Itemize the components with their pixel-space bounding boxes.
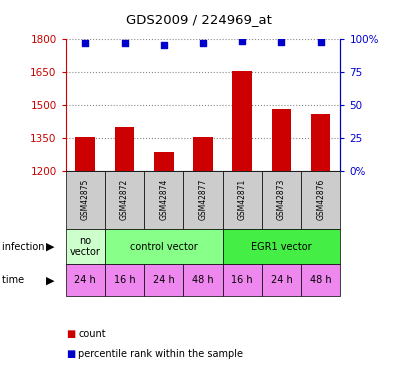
Bar [115, 127, 135, 171]
Text: GSM42871: GSM42871 [238, 179, 247, 220]
Bar [232, 71, 252, 171]
Text: no
vector: no vector [70, 236, 101, 257]
Text: 16 h: 16 h [231, 275, 253, 285]
Text: 24 h: 24 h [74, 275, 96, 285]
Text: 48 h: 48 h [192, 275, 214, 285]
Text: count: count [78, 329, 106, 339]
Text: ▶: ▶ [46, 242, 54, 252]
Text: GSM42877: GSM42877 [199, 179, 207, 220]
Text: 16 h: 16 h [114, 275, 135, 285]
Text: infection: infection [2, 242, 48, 252]
Point [121, 40, 128, 46]
Text: EGR1 vector: EGR1 vector [251, 242, 312, 252]
Point [160, 42, 167, 48]
Text: GSM42876: GSM42876 [316, 179, 325, 220]
Text: 48 h: 48 h [310, 275, 332, 285]
Bar [271, 110, 291, 171]
Point [239, 38, 246, 44]
Bar [193, 137, 213, 171]
Text: GSM42874: GSM42874 [159, 179, 168, 220]
Bar [76, 137, 95, 171]
Text: GSM42875: GSM42875 [81, 179, 90, 220]
Point [278, 39, 285, 45]
Point [318, 39, 324, 45]
Text: 24 h: 24 h [271, 275, 292, 285]
Bar [154, 152, 174, 171]
Text: time: time [2, 275, 27, 285]
Text: control vector: control vector [130, 242, 198, 252]
Text: ▶: ▶ [46, 275, 54, 285]
Text: percentile rank within the sample: percentile rank within the sample [78, 350, 244, 359]
Text: GSM42872: GSM42872 [120, 179, 129, 220]
Point [82, 40, 88, 46]
Text: 24 h: 24 h [153, 275, 175, 285]
Text: ■: ■ [66, 329, 75, 339]
Point [200, 40, 206, 46]
Text: GSM42873: GSM42873 [277, 179, 286, 220]
Text: ■: ■ [66, 350, 75, 359]
Text: GDS2009 / 224969_at: GDS2009 / 224969_at [126, 13, 272, 26]
Bar [311, 114, 330, 171]
